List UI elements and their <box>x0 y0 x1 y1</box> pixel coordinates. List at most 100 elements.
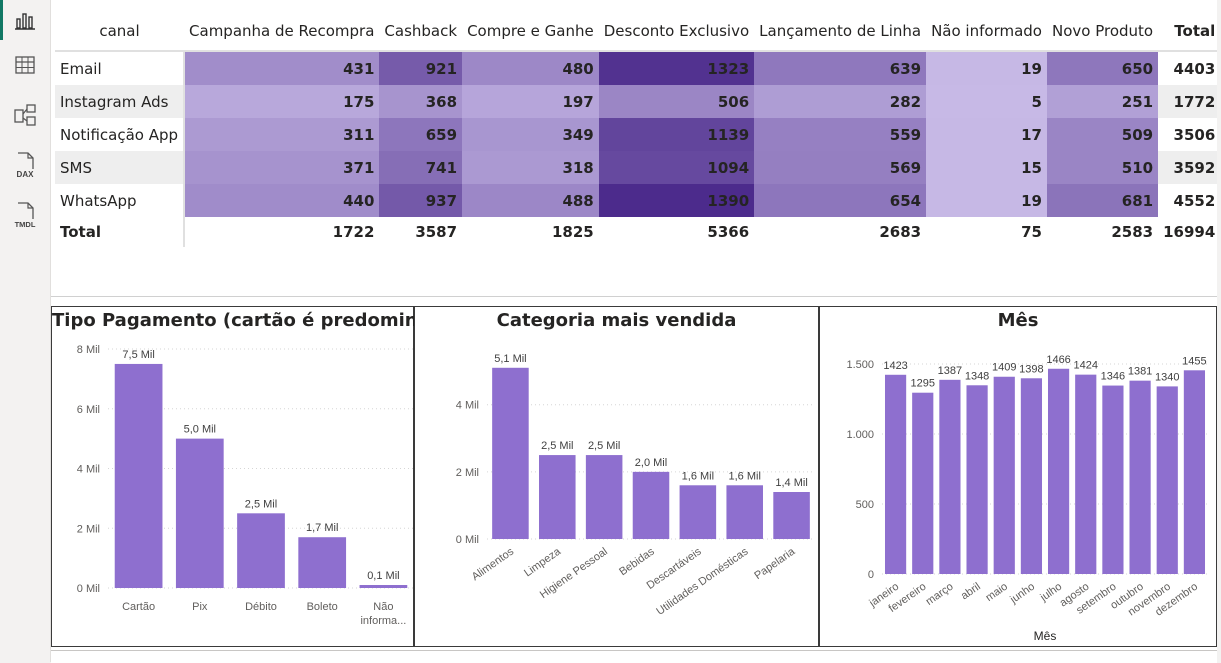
y-tick-label: 4 Mil <box>456 400 479 412</box>
bar[interactable] <box>726 485 763 539</box>
column-total[interactable]: 3587 <box>415 223 458 241</box>
bar[interactable] <box>1102 385 1124 574</box>
bar[interactable] <box>175 438 224 588</box>
matrix-cell[interactable]: 506 <box>598 85 755 118</box>
matrix-cell[interactable]: 937 <box>379 184 463 217</box>
x-tick-label: Limpeza <box>522 545 564 579</box>
bar[interactable] <box>632 471 670 539</box>
row-label[interactable]: Instagram Ads <box>55 85 186 118</box>
matrix-cell[interactable]: 480 <box>462 51 599 85</box>
row-label[interactable]: WhatsApp <box>55 184 186 217</box>
matrix-cell[interactable]: 741 <box>379 151 463 184</box>
matrix-cell[interactable]: 19 <box>926 51 1047 85</box>
matrix-cell[interactable]: 509 <box>1046 118 1159 151</box>
table-view-button[interactable] <box>0 45 50 85</box>
matrix-cell[interactable]: 488 <box>462 184 599 217</box>
row-header-canal[interactable]: canal <box>99 22 140 40</box>
bar[interactable] <box>1156 386 1178 574</box>
row-total[interactable]: 1772 <box>1158 85 1221 118</box>
bar[interactable] <box>966 385 988 574</box>
row-total[interactable]: 4403 <box>1173 59 1216 78</box>
column-header-total[interactable]: Total <box>1174 22 1216 40</box>
row-label[interactable]: SMS <box>55 151 186 184</box>
bar[interactable] <box>237 513 285 588</box>
matrix-cell[interactable]: 318 <box>462 151 599 184</box>
matrix-cell[interactable]: 510 <box>1046 151 1159 184</box>
matrix-cell[interactable]: 349 <box>462 118 599 151</box>
matrix-cell[interactable]: 282 <box>754 85 927 118</box>
bar[interactable] <box>679 485 717 539</box>
matrix-cell[interactable]: 311 <box>184 118 380 151</box>
matrix-cell[interactable]: 175 <box>184 85 380 118</box>
matrix-cell[interactable]: 371 <box>184 151 380 184</box>
bar[interactable] <box>1183 370 1206 574</box>
row-total[interactable]: 3592 <box>1158 151 1221 184</box>
matrix-cell[interactable]: 17 <box>926 118 1047 151</box>
column-header[interactable]: Campanha de Recompra <box>189 22 375 40</box>
matrix-cell[interactable]: 681 <box>1046 184 1159 217</box>
column-header[interactable]: Novo Produto <box>1051 22 1154 40</box>
row-total[interactable]: 4552 <box>1173 191 1216 210</box>
column-total[interactable]: 1825 <box>552 223 594 241</box>
matrix-cell[interactable]: 659 <box>379 118 463 151</box>
bar[interactable] <box>993 376 1015 574</box>
bar[interactable] <box>773 492 810 539</box>
matrix-visual[interactable]: canal Campanha de Recompra Cashback Compre … <box>51 4 1221 297</box>
matrix-cell[interactable]: 654 <box>754 184 927 217</box>
matrix-cell[interactable]: 431 <box>184 51 380 85</box>
matrix-cell[interactable]: 1094 <box>598 151 755 184</box>
column-total[interactable]: 2583 <box>1111 223 1154 241</box>
matrix-cell[interactable]: 1390 <box>598 184 755 217</box>
bar[interactable] <box>359 585 408 588</box>
bar[interactable] <box>1129 380 1151 574</box>
bar[interactable] <box>114 363 163 588</box>
payment-type-chart[interactable]: Tipo Pagamento (cartão é predominante) 0… <box>51 306 472 647</box>
row-label[interactable]: Email <box>55 51 186 85</box>
matrix-cell[interactable]: 1139 <box>598 118 755 151</box>
bar[interactable] <box>1047 368 1070 574</box>
bar[interactable] <box>585 455 623 539</box>
matrix-cell[interactable]: 5 <box>926 85 1047 118</box>
matrix-cell[interactable]: 251 <box>1046 85 1159 118</box>
y-tick-label: 8 Mil <box>77 344 100 356</box>
row-label[interactable]: Notificação App <box>55 118 186 151</box>
bar[interactable] <box>539 455 576 539</box>
grand-total[interactable]: 16994 <box>1163 223 1216 241</box>
bar[interactable] <box>884 374 907 574</box>
matrix-cell[interactable]: 559 <box>754 118 927 151</box>
report-view-button[interactable] <box>0 0 50 40</box>
month-chart[interactable]: Mês 0 500 1.000 1.500 1423 janeiro 1295 feverei… <box>819 306 1217 647</box>
bar[interactable] <box>1075 374 1097 574</box>
column-total[interactable]: 2683 <box>879 223 922 241</box>
column-header[interactable]: Desconto Exclusivo <box>603 22 750 40</box>
bar[interactable] <box>939 379 961 574</box>
matrix-cell[interactable]: 569 <box>754 151 927 184</box>
matrix-cell[interactable]: 921 <box>379 51 463 85</box>
row-total[interactable]: 3506 <box>1173 125 1216 144</box>
matrix-cell[interactable]: 650 <box>1046 51 1159 85</box>
bar[interactable] <box>1020 378 1043 574</box>
column-total[interactable]: 5366 <box>707 223 750 241</box>
bar[interactable] <box>298 537 347 588</box>
top-category-chart[interactable]: Categoria mais vendida 0 Mil 2 Mil 4 Mil 5,… <box>414 306 819 647</box>
column-header[interactable]: Compre e Ganhe <box>467 22 594 40</box>
matrix-cell[interactable]: 368 <box>379 85 463 118</box>
bar[interactable] <box>492 367 529 539</box>
matrix-cell[interactable]: 639 <box>754 51 927 85</box>
model-view-button[interactable] <box>0 95 50 135</box>
column-total[interactable]: 75 <box>1021 223 1042 241</box>
matrix-cell[interactable]: 15 <box>926 151 1047 184</box>
report-canvas: canal Campanha de Recompra Cashback Compre … <box>51 0 1221 663</box>
matrix-cell[interactable]: 1323 <box>598 51 755 85</box>
matrix-cell[interactable]: 197 <box>462 85 599 118</box>
column-header[interactable]: Lançamento de Linha <box>759 22 922 40</box>
bar[interactable] <box>912 392 934 574</box>
tmdl-view-button[interactable]: TMDL <box>0 195 50 235</box>
dax-query-view-button[interactable]: DAX <box>0 145 50 185</box>
column-header[interactable]: Cashback <box>384 22 458 40</box>
matrix-cell[interactable]: 440 <box>184 184 380 217</box>
column-total[interactable]: 1722 <box>332 223 375 241</box>
column-header[interactable]: Não informado <box>931 22 1042 40</box>
matrix-cell[interactable]: 19 <box>926 184 1047 217</box>
chart-title: Tipo Pagamento (cartão é predominante) <box>52 310 472 331</box>
